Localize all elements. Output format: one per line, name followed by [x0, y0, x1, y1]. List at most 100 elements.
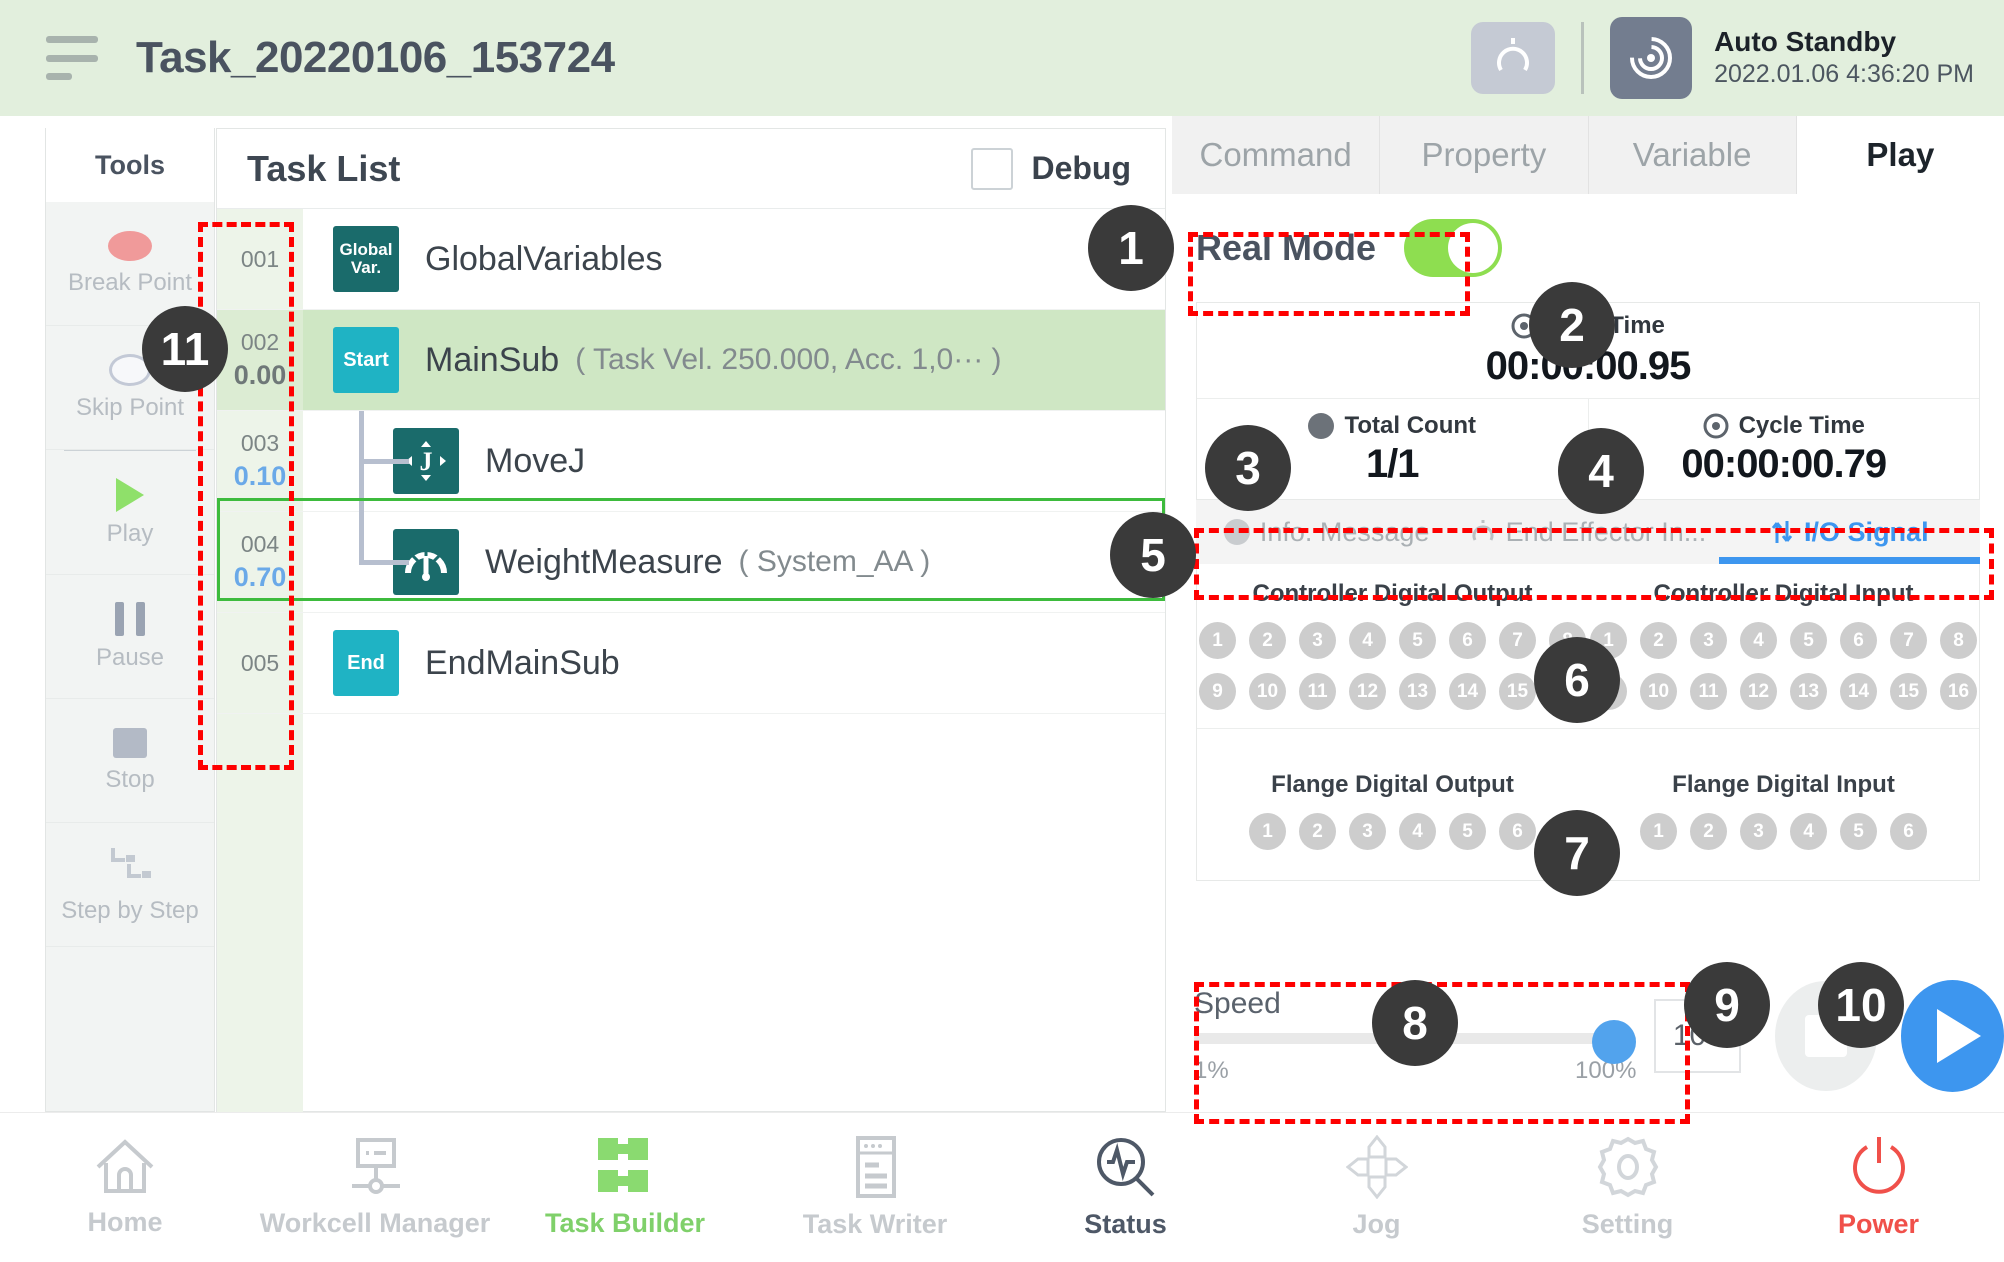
io-signal-dot[interactable]: 15 [1499, 673, 1536, 710]
io-signal-dot[interactable]: 3 [1349, 813, 1386, 850]
io-signal-dot[interactable]: 2 [1690, 813, 1727, 850]
io-signal-dot[interactable]: 1 [1249, 813, 1286, 850]
tab-variable[interactable]: Variable [1589, 116, 1797, 194]
io-signal-dot[interactable]: 8 [1940, 622, 1977, 659]
nav-label: Task Writer [802, 1209, 948, 1239]
io-signal-dot[interactable]: 15 [1890, 673, 1927, 710]
tab-info-message[interactable]: Info. Message [1196, 500, 1457, 564]
row-number-cell: 003 0.10 [217, 411, 303, 511]
message-icon [1223, 519, 1250, 545]
nav-task-builder[interactable]: Task Builder [500, 1113, 750, 1262]
io-signal-dot[interactable]: 5 [1449, 813, 1486, 850]
io-signal-dot[interactable]: 13 [1399, 673, 1436, 710]
io-signal-dot[interactable]: 3 [1740, 813, 1777, 850]
io-signal-dot[interactable]: 2 [1249, 622, 1286, 659]
speed-label: Speed [1194, 987, 1281, 1020]
table-row[interactable]: 003 0.10 J MoveJ [217, 411, 1165, 512]
row-label: MainSub [425, 340, 560, 379]
controller-output-label: Controller Digital Output [1252, 580, 1533, 607]
table-row[interactable]: 004 0.70 WeightMeasure [217, 512, 1165, 613]
slider-handle[interactable] [1592, 1020, 1637, 1064]
io-signal-dot[interactable]: 1 [1199, 622, 1236, 659]
spiral-icon[interactable] [1610, 17, 1693, 99]
callout-3: 3 [1205, 425, 1291, 511]
io-signal-dot[interactable]: 11 [1299, 673, 1336, 710]
io-signal-dot[interactable]: 10 [1249, 673, 1286, 710]
nav-setting[interactable]: Setting [1502, 1113, 1753, 1262]
io-signal-dot[interactable]: 3 [1299, 622, 1336, 659]
tool-step-by-step[interactable]: Step by Step [46, 823, 214, 947]
io-signal-dot[interactable]: 14 [1840, 673, 1877, 710]
nav-status[interactable]: Status [1000, 1113, 1251, 1262]
home-icon [96, 1139, 154, 1193]
nav-workcell-manager[interactable]: Workcell Manager [250, 1113, 500, 1262]
stop-square-icon [113, 727, 147, 758]
io-signal-dot[interactable]: 6 [1840, 622, 1877, 659]
io-signal-dot[interactable]: 16 [1940, 673, 1977, 710]
io-signal-dot[interactable]: 11 [1690, 673, 1727, 710]
io-signal-dot[interactable]: 12 [1349, 673, 1386, 710]
io-row: 910111213141516 [1590, 673, 1977, 710]
nav-home[interactable]: Home [0, 1113, 250, 1262]
io-signal-dot[interactable]: 1 [1640, 813, 1677, 850]
bottom-nav-right: Status Jog Setting Power [1000, 1113, 2004, 1262]
tool-stop[interactable]: Stop [46, 699, 214, 823]
nav-task-writer[interactable]: Task Writer [750, 1113, 1000, 1262]
tools-divider [64, 450, 196, 451]
hamburger-icon[interactable] [46, 36, 98, 80]
callout-9: 9 [1684, 962, 1770, 1048]
nav-jog[interactable]: Jog [1251, 1113, 1502, 1262]
tool-label: Break Point [67, 268, 193, 296]
real-mode-toggle[interactable] [1404, 219, 1503, 277]
red-dot-icon [108, 230, 152, 261]
tool-skip-point[interactable]: Skip Point [46, 326, 214, 450]
nav-label: Home [87, 1207, 163, 1237]
movej-icon: J [393, 428, 459, 494]
task-writer-icon [856, 1136, 896, 1198]
controller-io-headings: Controller Digital Output Controller Dig… [1197, 580, 1979, 608]
tab-play[interactable]: Play [1796, 116, 2004, 194]
play-button[interactable] [1900, 980, 2004, 1092]
io-signal-dot[interactable]: 5 [1399, 622, 1436, 659]
io-signal-dot[interactable]: 4 [1349, 622, 1386, 659]
tab-command[interactable]: Command [1172, 116, 1381, 194]
io-signal-dot[interactable]: 4 [1740, 622, 1777, 659]
io-signal-dot[interactable]: 4 [1790, 813, 1827, 850]
tab-io-signal[interactable]: I/O Signal [1719, 500, 1980, 564]
io-signal-dot[interactable]: 7 [1499, 622, 1536, 659]
callout-5: 5 [1110, 512, 1196, 598]
io-signal-dot[interactable]: 5 [1840, 813, 1877, 850]
io-signal-dot[interactable]: 14 [1449, 673, 1486, 710]
nav-power[interactable]: Power [1753, 1113, 2004, 1262]
io-signal-dot[interactable]: 7 [1890, 622, 1927, 659]
io-signal-dot[interactable]: 5 [1790, 622, 1827, 659]
io-signal-dot[interactable]: 12 [1740, 673, 1777, 710]
robot-arm-icon[interactable] [1471, 22, 1556, 94]
play-triangle-icon [116, 477, 144, 512]
io-signal-dot[interactable]: 4 [1399, 813, 1436, 850]
total-count-value: 1/1 [1365, 441, 1420, 486]
tool-play[interactable]: Play [46, 451, 214, 575]
tool-pause[interactable]: Pause [46, 575, 214, 699]
debug-toggle[interactable]: Debug [971, 147, 1131, 190]
up-down-arrows-icon [1771, 521, 1793, 543]
io-signal-dot[interactable]: 6 [1890, 813, 1927, 850]
flange-input-label: Flange Digital Input [1672, 771, 1895, 798]
table-row[interactable]: 002 0.00 Start MainSub ( Task Vel. 250.0… [217, 310, 1165, 411]
debug-checkbox[interactable] [971, 147, 1014, 190]
table-row[interactable]: 001 Global Var. GlobalVariables [217, 209, 1165, 310]
io-signal-dot[interactable]: 3 [1690, 622, 1727, 659]
io-signal-dot[interactable]: 2 [1299, 813, 1336, 850]
io-signal-dot[interactable]: 10 [1640, 673, 1677, 710]
io-signal-dot[interactable]: 13 [1790, 673, 1827, 710]
table-row[interactable]: 005 End EndMainSub [217, 613, 1165, 714]
tab-property[interactable]: Property [1380, 116, 1589, 194]
io-signal-dot[interactable]: 9 [1199, 673, 1236, 710]
tool-break-point[interactable]: Break Point [46, 202, 214, 326]
io-signal-dot[interactable]: 2 [1640, 622, 1677, 659]
datetime-label: 2022.01.06 4:36:20 PM [1714, 60, 1974, 89]
io-signal-dot[interactable]: 6 [1499, 813, 1536, 850]
io-signal-dot[interactable]: 6 [1449, 622, 1486, 659]
